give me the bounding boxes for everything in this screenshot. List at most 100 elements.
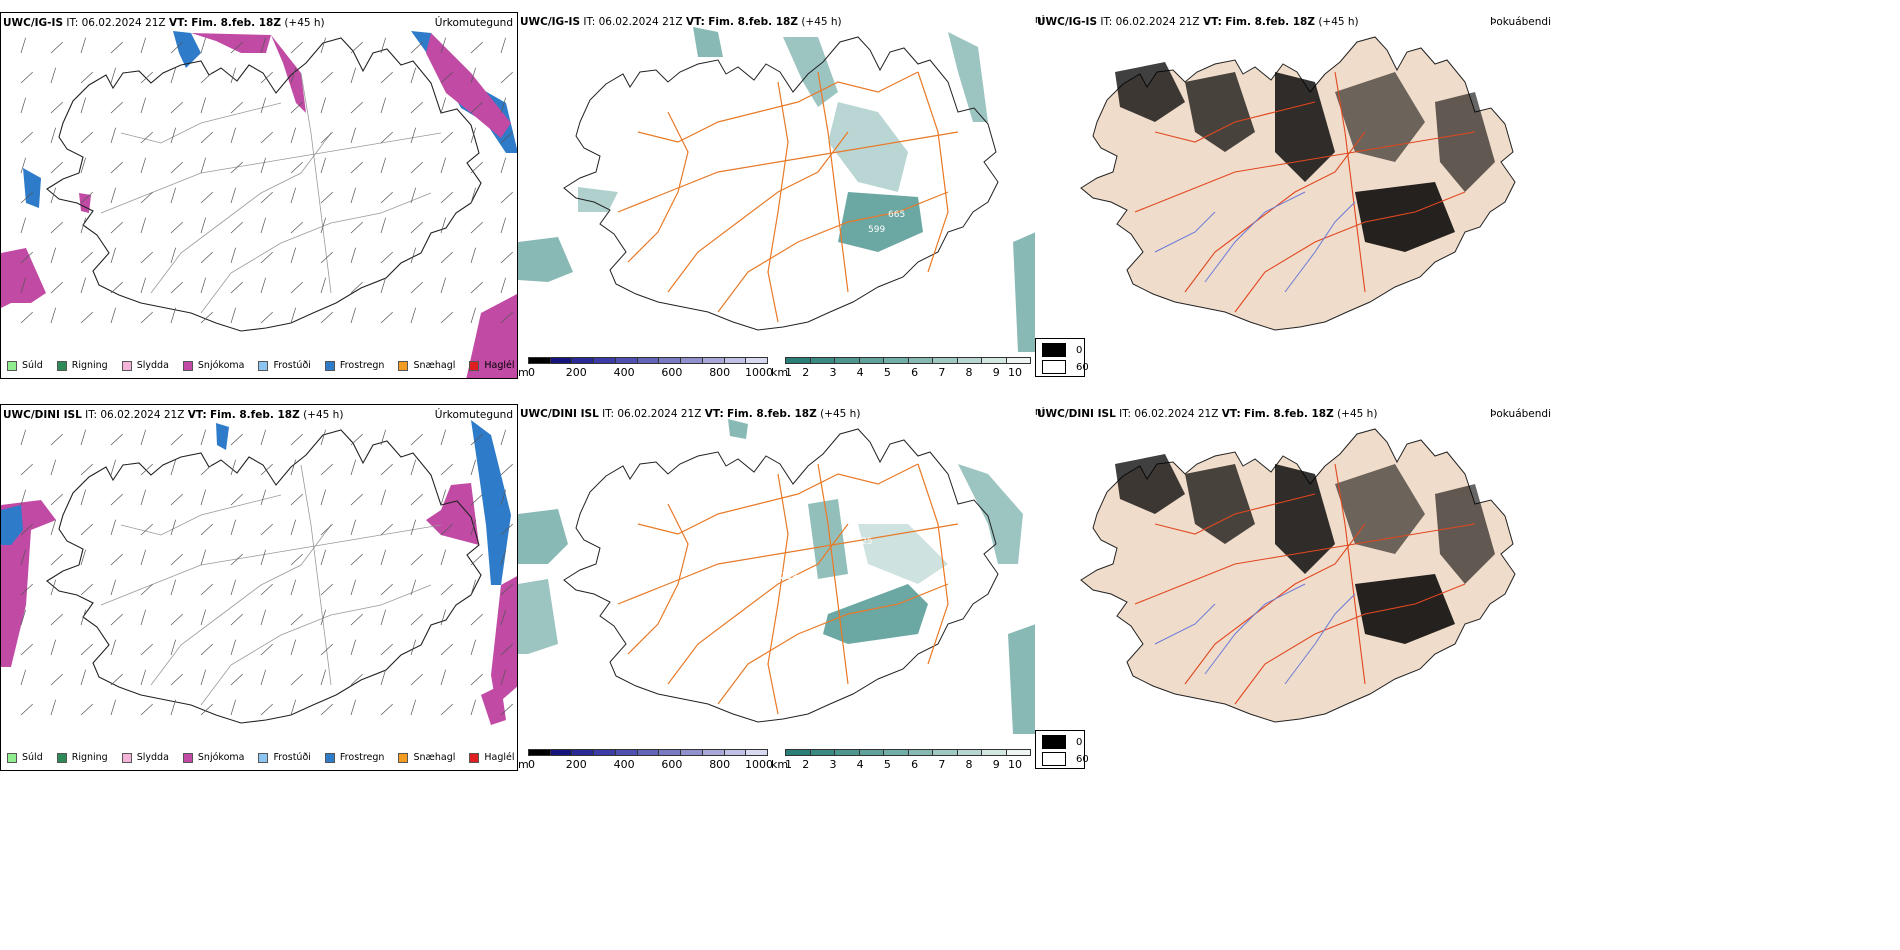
fog-area: [1275, 464, 1335, 574]
wind-barb: [230, 161, 243, 174]
wind-barb: [380, 217, 387, 234]
wind-barb: [320, 251, 333, 264]
wind-barb: [20, 277, 27, 294]
wind-barb: [140, 37, 147, 54]
wind-barb: [110, 579, 117, 596]
wind-barb: [470, 187, 477, 204]
precip-legend-item: Slydda: [121, 360, 169, 371]
wind-barb: [260, 669, 267, 686]
road: [300, 72, 332, 294]
colorbar-tick-label: 3: [829, 758, 837, 771]
wind-barb: [170, 281, 183, 294]
colorbar-tick-label: 1: [785, 758, 792, 771]
visibility-variable-title: Skyggni: [1035, 406, 1045, 418]
wind-barb: [20, 669, 27, 686]
river: [1284, 593, 1356, 685]
road: [667, 131, 849, 293]
wind-barb: [320, 157, 327, 174]
fog-area: [1355, 182, 1455, 252]
wind-barb: [140, 669, 147, 686]
wind-barb: [230, 433, 243, 446]
wind-barb: [410, 67, 417, 84]
wind-barb: [500, 523, 513, 536]
wind-barb: [50, 613, 63, 626]
precip-legend-label: Haglél: [484, 360, 515, 371]
visibility-value-label: 239: [780, 572, 797, 582]
wind-barb: [50, 67, 57, 84]
colorbar-segment: [528, 357, 551, 364]
wind-barb: [230, 281, 243, 294]
colorbar-segment: [956, 749, 982, 756]
map-layer: [1, 420, 517, 725]
low-visibility-area: [823, 584, 928, 644]
precip-area: [481, 685, 506, 725]
colorbar-segment: [680, 357, 703, 364]
wind-barb: [260, 643, 273, 656]
precip-legend-item: Slydda: [121, 752, 169, 763]
wind-barb: [170, 579, 177, 596]
colorbar-segment: [956, 357, 982, 364]
wind-barb: [170, 67, 177, 84]
wind-barb: [230, 41, 243, 54]
wind-barb: [500, 669, 507, 686]
wind-barb: [140, 429, 147, 446]
wind-barb: [350, 493, 363, 506]
wind-barb: [50, 519, 57, 536]
colorbar-segment: [745, 749, 768, 756]
fog-area: [1355, 574, 1455, 644]
fog-area: [1275, 72, 1335, 182]
precip-legend-label: Snæhagl: [413, 360, 456, 371]
wind-barb: [80, 669, 87, 686]
wind-barb: [260, 37, 267, 54]
wind-barb: [500, 489, 507, 506]
precip-legend-swatch: [258, 360, 269, 371]
wind-barb: [110, 553, 123, 566]
wind-barb: [380, 523, 393, 536]
wind-barb: [20, 71, 33, 84]
precip-legend-label: Frostúði: [273, 360, 311, 371]
colorbar-segment: [834, 357, 860, 364]
coastline: [46, 37, 482, 332]
precip-area: [491, 576, 517, 705]
precip-area: [23, 168, 41, 208]
wind-barb: [500, 251, 513, 264]
wind-barb: [320, 71, 333, 84]
wind-barb: [50, 101, 63, 114]
precip-legend-label: Frostúði: [273, 752, 311, 763]
wind-barb: [110, 161, 123, 174]
wind-barb: [440, 643, 453, 656]
wind-barb: [170, 459, 177, 476]
colorbar-tick-label: 7: [938, 758, 946, 771]
wind-barb: [140, 277, 147, 294]
colorbar-tick-label: 5: [883, 758, 891, 771]
wind-barb: [440, 583, 453, 596]
wind-barb: [380, 37, 387, 54]
colorbar-tick-label: 1000: [745, 366, 773, 379]
road: [120, 494, 282, 536]
wind-barb: [80, 523, 93, 536]
wind-barb: [470, 519, 477, 536]
wind-barb: [200, 97, 207, 114]
wind-barb: [260, 429, 267, 446]
colorbar-segment: [658, 749, 682, 756]
colorbar-tick-label: 9: [992, 758, 1000, 771]
wind-barb: [380, 549, 387, 566]
wind-barb: [200, 157, 207, 174]
wind-barb: [20, 489, 27, 506]
wind-barb: [80, 429, 87, 446]
wind-barb: [230, 699, 237, 716]
wind-barb: [80, 311, 93, 324]
road: [1334, 71, 1366, 293]
precip-area: [271, 35, 306, 113]
colorbar-tick-label: 8: [965, 366, 973, 379]
wind-barb: [140, 131, 153, 144]
wind-barb: [260, 217, 267, 234]
wind-barb: [410, 459, 417, 476]
wind-barb: [140, 311, 153, 324]
wind-barb: [470, 281, 483, 294]
wind-barb: [200, 131, 213, 144]
fog-panel-row1: Skyggni UWC/IG-IS IT: 06.02.2024 21Z VT:…: [1035, 12, 1555, 379]
wind-barb: [170, 433, 183, 446]
wind-barb: [50, 161, 63, 174]
